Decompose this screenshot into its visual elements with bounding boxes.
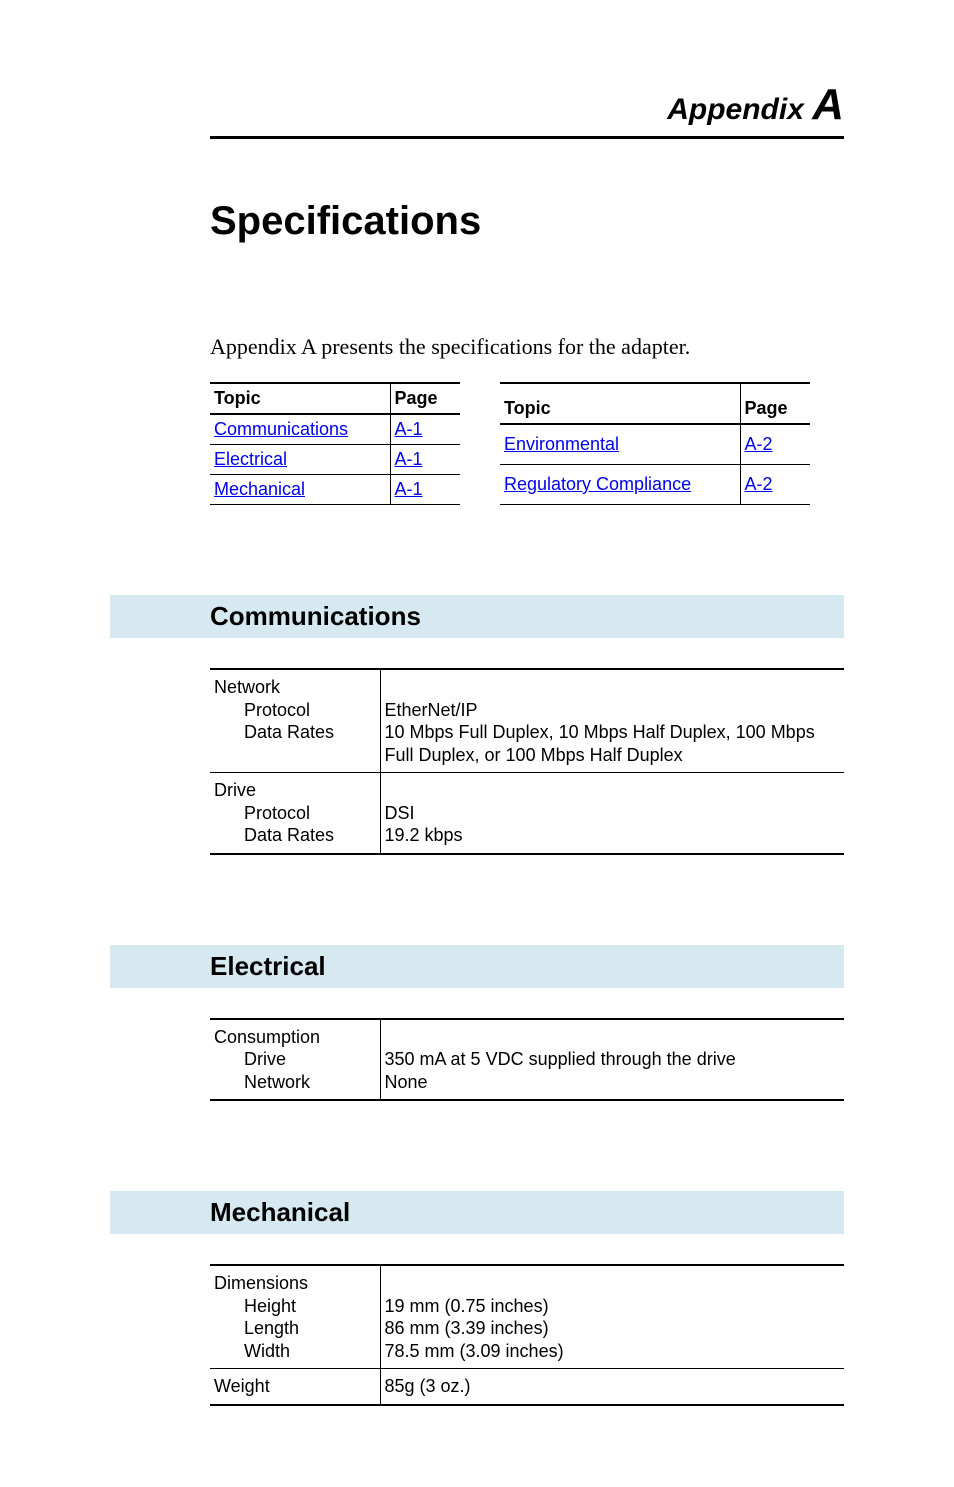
mechanical-table: Dimensions Height Length Width 19 mm (0.… [210, 1264, 844, 1406]
section-communications: Communications [110, 595, 844, 638]
row-label-sub: Network [214, 1071, 376, 1094]
toc-link-regulatory[interactable]: Regulatory Compliance [504, 474, 691, 494]
toc-row: Communications A-1 [210, 414, 460, 445]
row-label-sub: Width [214, 1340, 376, 1363]
table-row: Drive Protocol Data Rates DSI 19.2 kbps [210, 773, 844, 854]
table-row: Weight 85g (3 oz.) [210, 1369, 844, 1405]
row-value: EtherNet/IP [385, 700, 478, 720]
toc-link-environmental[interactable]: Environmental [504, 434, 619, 454]
toc-row: Mechanical A-1 [210, 475, 460, 505]
row-label-main: Drive [214, 780, 256, 800]
toc-col-page: Page [390, 383, 460, 414]
row-value: 350 mA at 5 VDC supplied through the dri… [385, 1049, 736, 1069]
table-row: Network Protocol Data Rates EtherNet/IP … [210, 669, 844, 773]
row-label-sub: Data Rates [214, 721, 376, 744]
section-electrical: Electrical [110, 945, 844, 988]
toc-col-page: Page [740, 383, 810, 424]
toc-row: Electrical A-1 [210, 445, 460, 475]
section-heading: Electrical [110, 945, 844, 988]
toc-page-link[interactable]: A-2 [745, 474, 773, 494]
row-label-sub: Protocol [214, 802, 376, 825]
toc-page-link[interactable]: A-2 [745, 434, 773, 454]
row-value: 19 mm (0.75 inches) [385, 1296, 549, 1316]
row-value: DSI [385, 803, 415, 823]
toc-link-communications[interactable]: Communications [214, 419, 348, 439]
appendix-letter: A [812, 80, 844, 129]
row-label-sub: Drive [214, 1048, 376, 1071]
table-row: Consumption Drive Network 350 mA at 5 VD… [210, 1019, 844, 1101]
row-label-main: Weight [214, 1376, 270, 1396]
electrical-table: Consumption Drive Network 350 mA at 5 VD… [210, 1018, 844, 1102]
toc-link-mechanical[interactable]: Mechanical [214, 479, 305, 499]
toc-link-electrical[interactable]: Electrical [214, 449, 287, 469]
communications-table: Network Protocol Data Rates EtherNet/IP … [210, 668, 844, 855]
row-value: 19.2 kbps [385, 825, 463, 845]
section-heading: Mechanical [110, 1191, 844, 1234]
toc-container: Topic Page Communications A-1 Electrical… [210, 382, 844, 505]
section-mechanical: Mechanical [110, 1191, 844, 1234]
toc-page-link[interactable]: A-1 [395, 479, 423, 499]
row-label-sub: Data Rates [214, 824, 376, 847]
intro-text: Appendix A presents the specifications f… [210, 334, 844, 360]
row-label-sub: Length [214, 1317, 376, 1340]
appendix-header: Appendix A [210, 80, 844, 130]
table-row: Dimensions Height Length Width 19 mm (0.… [210, 1265, 844, 1369]
row-label-sub: Height [214, 1295, 376, 1318]
row-label-main: Network [214, 677, 280, 697]
row-label-main: Consumption [214, 1027, 320, 1047]
toc-page-link[interactable]: A-1 [395, 449, 423, 469]
toc-page-link[interactable]: A-1 [395, 419, 423, 439]
toc-table-left: Topic Page Communications A-1 Electrical… [210, 382, 460, 505]
row-value: 86 mm (3.39 inches) [385, 1318, 549, 1338]
row-label-sub: Protocol [214, 699, 376, 722]
row-value: 85g (3 oz.) [385, 1376, 471, 1396]
toc-row: Environmental A-2 [500, 424, 810, 465]
row-value: 10 Mbps Full Duplex, 10 Mbps Half Duplex… [385, 722, 815, 765]
section-heading: Communications [110, 595, 844, 638]
page-title: Specifications [210, 199, 844, 244]
header-rule [210, 136, 844, 139]
toc-col-topic: Topic [500, 383, 740, 424]
row-label-main: Dimensions [214, 1273, 308, 1293]
toc-table-right: Topic Page Environmental A-2 Regulatory … [500, 382, 810, 505]
toc-row: Regulatory Compliance A-2 [500, 465, 810, 505]
toc-col-topic: Topic [210, 383, 390, 414]
appendix-word: Appendix [667, 93, 804, 126]
row-value: 78.5 mm (3.09 inches) [385, 1341, 564, 1361]
row-value: None [385, 1072, 428, 1092]
